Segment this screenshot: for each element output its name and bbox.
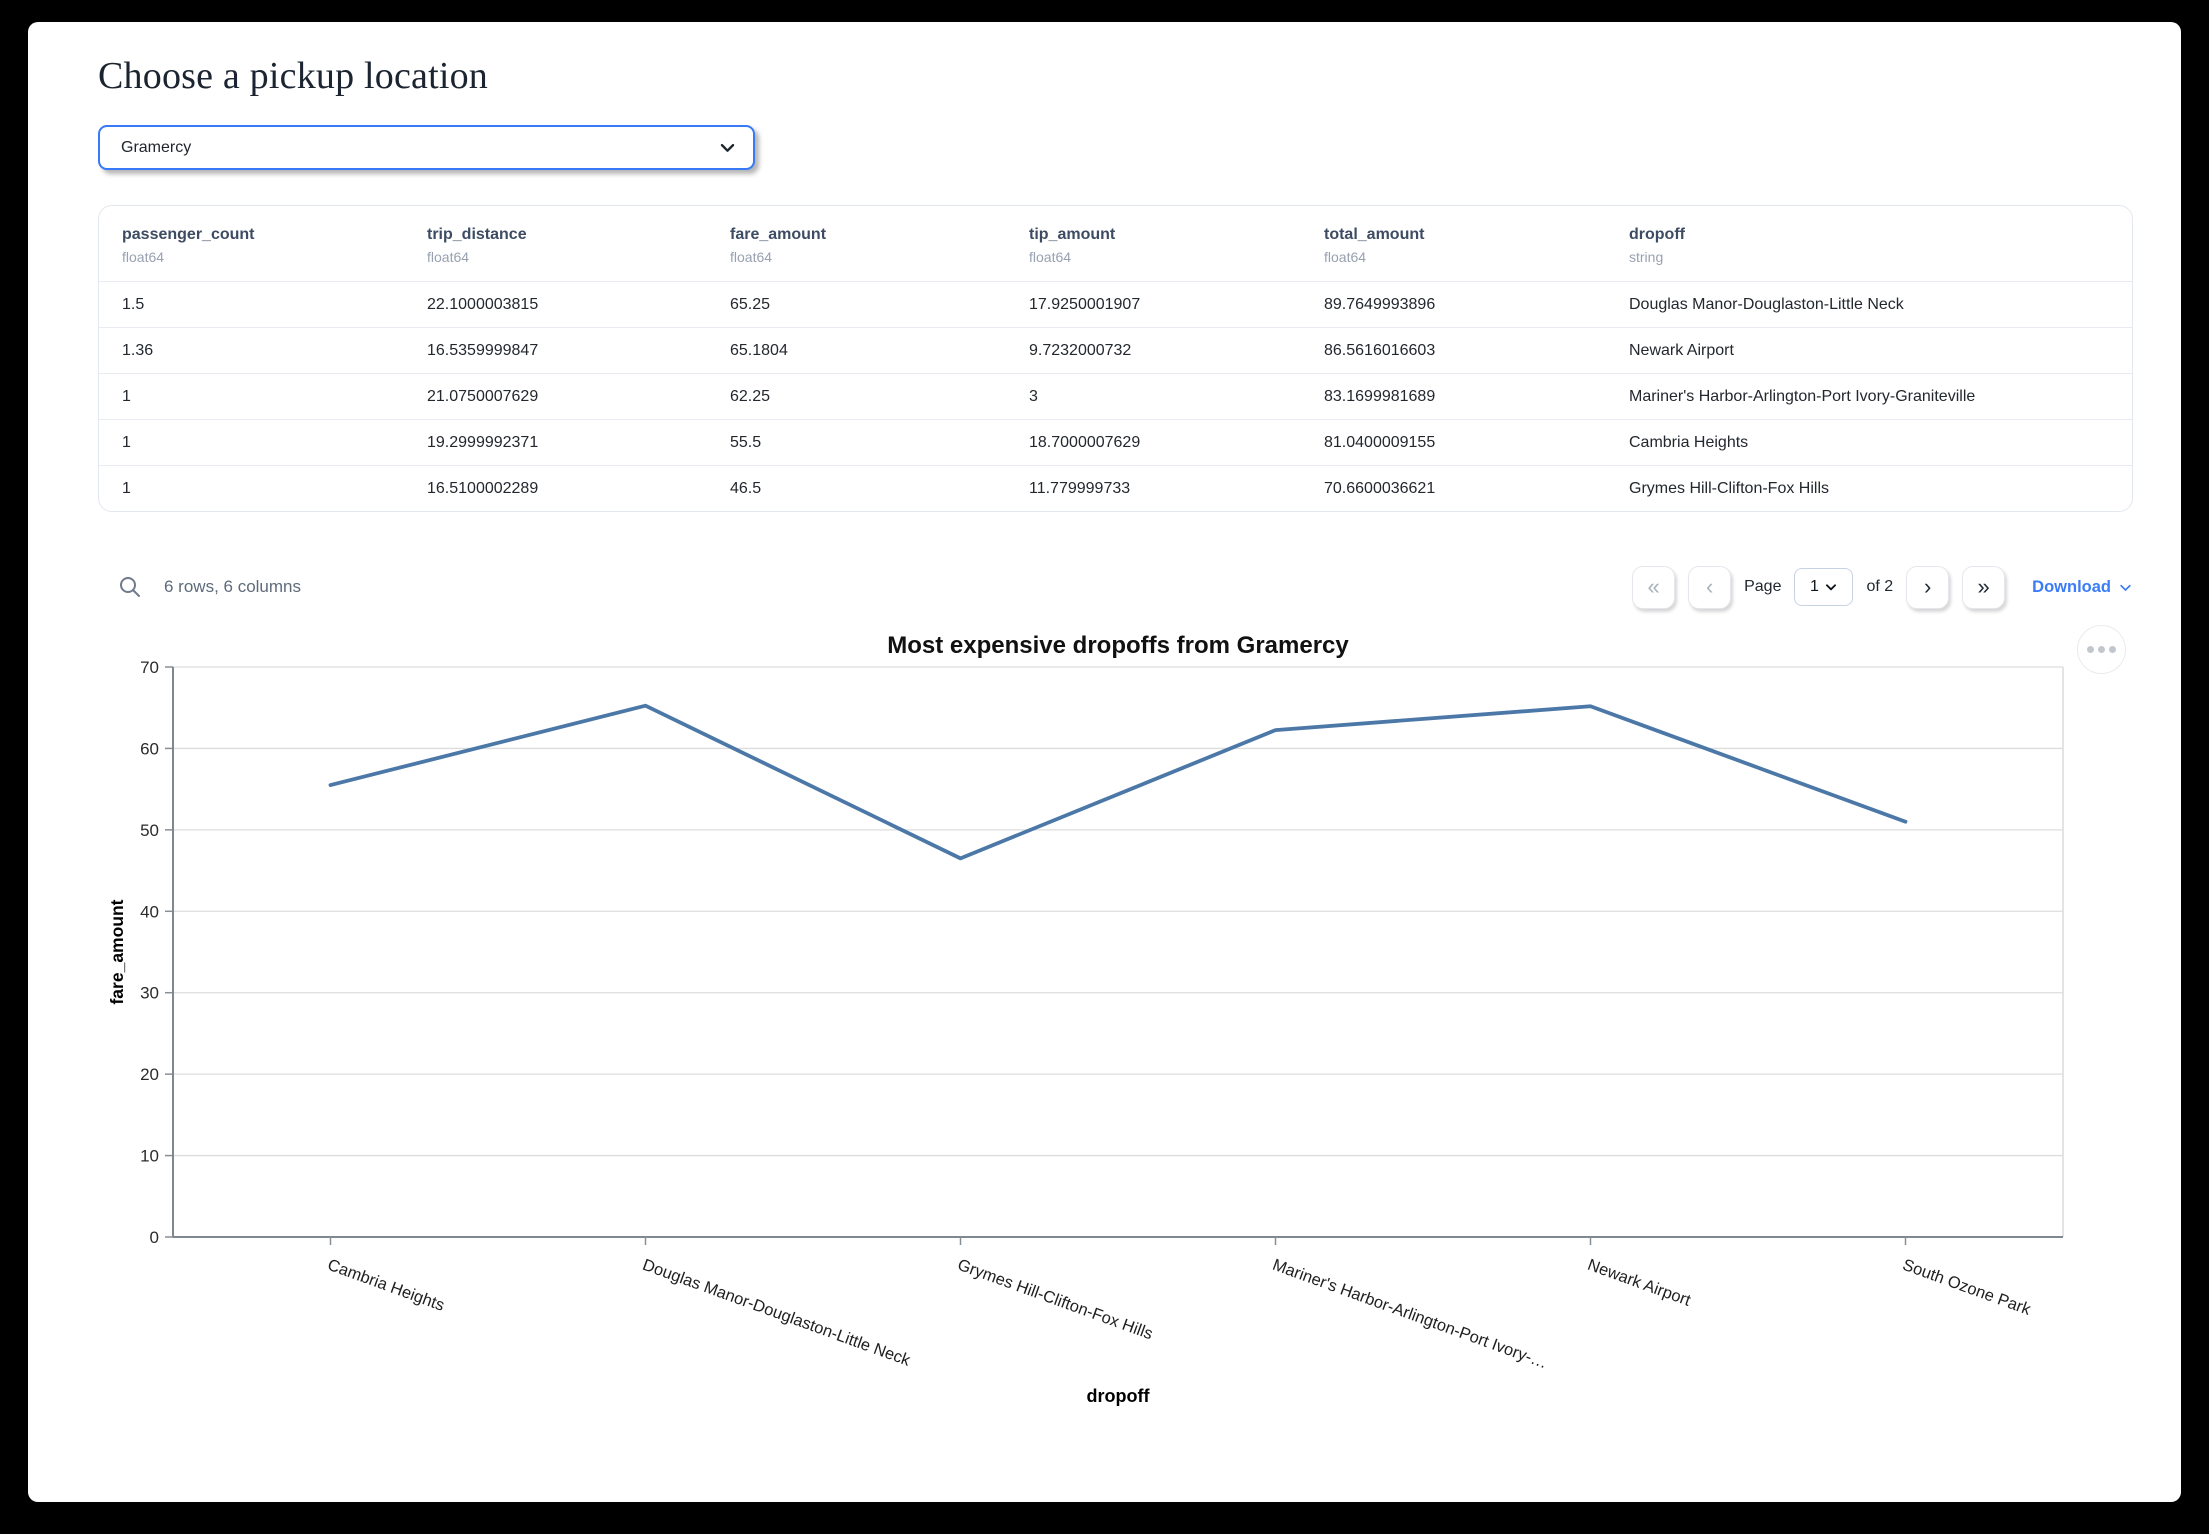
table-header-row: passenger_count float64 trip_distance fl… bbox=[99, 206, 2132, 281]
chart-title: Most expensive dropoffs from Gramercy bbox=[887, 632, 1349, 659]
column-header-passenger-count[interactable]: passenger_count float64 bbox=[122, 226, 255, 265]
column-header-tip-amount[interactable]: tip_amount float64 bbox=[1029, 226, 1116, 265]
table-cell: 46.5 bbox=[730, 479, 762, 497]
table-cell: 65.25 bbox=[730, 295, 771, 313]
table-cell: 1.5 bbox=[122, 295, 145, 313]
column-header-trip-distance[interactable]: trip_distance float64 bbox=[427, 226, 527, 265]
svg-text:dropoff: dropoff bbox=[1087, 1386, 1151, 1406]
svg-text:Newark Airport: Newark Airport bbox=[1585, 1256, 1693, 1310]
pickup-location-value: Gramercy bbox=[121, 138, 192, 156]
svg-text:20: 20 bbox=[140, 1065, 159, 1084]
table-cell: 18.7000007629 bbox=[1029, 433, 1141, 451]
table-search-button[interactable] bbox=[118, 575, 142, 599]
svg-text:70: 70 bbox=[140, 658, 159, 677]
table-cell: 16.5359999847 bbox=[427, 341, 539, 359]
table-cell: 62.25 bbox=[730, 387, 771, 405]
table-cell: 21.0750007629 bbox=[427, 387, 539, 405]
svg-text:0: 0 bbox=[150, 1228, 159, 1247]
data-table-card: passenger_count float64 trip_distance fl… bbox=[98, 205, 2133, 512]
table-cell: Mariner's Harbor-Arlington-Port Ivory-Gr… bbox=[1629, 387, 1976, 405]
next-page-button[interactable]: › bbox=[1906, 565, 1950, 609]
table-summary: 6 rows, 6 columns bbox=[164, 577, 301, 596]
table-footer: 6 rows, 6 columns « ‹ Page 1 of 2 › » Do… bbox=[98, 558, 2133, 616]
column-header-dropoff[interactable]: dropoff string bbox=[1629, 226, 1685, 265]
table-cell: 83.1699981689 bbox=[1324, 387, 1436, 405]
prev-page-button[interactable]: ‹ bbox=[1688, 565, 1732, 609]
svg-text:50: 50 bbox=[140, 821, 159, 840]
table-cell: 22.1000003815 bbox=[427, 295, 539, 313]
table-row: 1.5 22.1000003815 65.25 17.9250001907 89… bbox=[99, 281, 2132, 327]
svg-text:South Ozone Park: South Ozone Park bbox=[1900, 1256, 2034, 1319]
chevron-down-icon bbox=[2120, 584, 2131, 591]
pickup-location-select[interactable]: Gramercy bbox=[98, 125, 755, 170]
table-cell: 1.36 bbox=[122, 341, 154, 359]
table-cell: Grymes Hill-Clifton-Fox Hills bbox=[1629, 479, 1830, 497]
column-header-fare-amount[interactable]: fare_amount float64 bbox=[730, 226, 827, 265]
table-cell: 89.7649993896 bbox=[1324, 295, 1436, 313]
table-row: 1 19.2999992371 55.5 18.7000007629 81.04… bbox=[99, 419, 2132, 465]
table-row: 1 16.5100002289 46.5 11.779999733 70.660… bbox=[99, 465, 2132, 511]
svg-text:fare_amount: fare_amount bbox=[107, 899, 127, 1004]
ellipsis-icon bbox=[2109, 646, 2116, 653]
chart-section: Most expensive dropoffs from Gramercy 0 1… bbox=[28, 620, 2181, 1466]
table-cell: Newark Airport bbox=[1629, 341, 1734, 359]
svg-text:60: 60 bbox=[140, 739, 159, 758]
download-label: Download bbox=[2032, 577, 2111, 596]
table-cell: 17.9250001907 bbox=[1029, 295, 1141, 313]
table-row: 1 21.0750007629 62.25 3 83.1699981689 Ma… bbox=[99, 373, 2132, 419]
svg-text:40: 40 bbox=[140, 902, 159, 921]
table-cell: 1 bbox=[122, 387, 131, 405]
svg-text:30: 30 bbox=[140, 984, 159, 1003]
svg-text:Grymes Hill-Clifton-Fox Hills: Grymes Hill-Clifton-Fox Hills bbox=[955, 1256, 1155, 1343]
table-cell: Cambria Heights bbox=[1629, 433, 1749, 451]
last-page-button[interactable]: » bbox=[1962, 565, 2006, 609]
svg-text:Mariner's Harbor-Arlington-Por: Mariner's Harbor-Arlington-Port Ivory-… bbox=[1270, 1256, 1550, 1372]
table-cell: 3 bbox=[1029, 387, 1038, 405]
app-page: Choose a pickup location Gramercy passen… bbox=[28, 22, 2181, 1502]
table-cell: 81.0400009155 bbox=[1324, 433, 1436, 451]
search-icon bbox=[120, 577, 140, 597]
page-label: Page bbox=[1744, 578, 1782, 595]
table-cell: 65.1804 bbox=[730, 341, 788, 359]
first-page-button[interactable]: « bbox=[1632, 565, 1676, 609]
chevron-down-icon bbox=[1825, 584, 1836, 591]
page-number-value: 1 bbox=[1810, 578, 1819, 595]
table-cell: 16.5100002289 bbox=[427, 479, 539, 497]
page-total: of 2 bbox=[1866, 578, 1894, 595]
page-number-select[interactable]: 1 bbox=[1794, 568, 1854, 606]
chevron-down-icon bbox=[720, 143, 735, 152]
table-cell: 1 bbox=[122, 479, 131, 497]
table-cell: 19.2999992371 bbox=[427, 433, 539, 451]
download-button[interactable]: Download bbox=[2032, 578, 2133, 597]
table-cell: Douglas Manor-Douglaston-Little Neck bbox=[1629, 295, 1904, 313]
table-cell: 9.7232000732 bbox=[1029, 341, 1132, 359]
table-cell: 70.6600036621 bbox=[1324, 479, 1436, 497]
chart-options-button[interactable] bbox=[2077, 625, 2126, 674]
table-row: 1.36 16.5359999847 65.1804 9.7232000732 … bbox=[99, 327, 2132, 373]
table-cell: 1 bbox=[122, 433, 131, 451]
ellipsis-icon bbox=[2087, 646, 2094, 653]
svg-text:Douglas Manor-Douglaston-Littl: Douglas Manor-Douglaston-Little Neck bbox=[640, 1256, 913, 1370]
page-title: Choose a pickup location bbox=[98, 55, 488, 97]
line-chart: 0 10 20 30 40 50 60 70 Cambria Heights Douglas Ma… bbox=[107, 658, 2064, 1406]
ellipsis-icon bbox=[2098, 646, 2105, 653]
svg-text:10: 10 bbox=[140, 1147, 159, 1166]
svg-text:Cambria Heights: Cambria Heights bbox=[325, 1256, 447, 1315]
table-cell: 55.5 bbox=[730, 433, 762, 451]
column-header-total-amount[interactable]: total_amount float64 bbox=[1324, 226, 1425, 265]
table-cell: 86.5616016603 bbox=[1324, 341, 1436, 359]
table-cell: 11.779999733 bbox=[1029, 479, 1131, 497]
